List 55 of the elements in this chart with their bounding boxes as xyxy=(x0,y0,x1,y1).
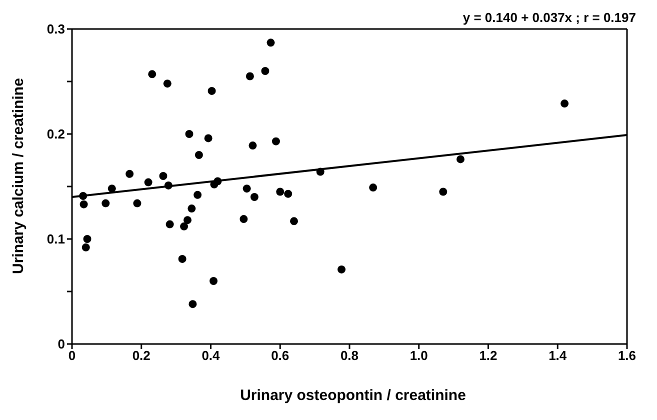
point xyxy=(188,204,196,213)
x-tick-label: 0.4 xyxy=(202,348,221,364)
x-tick-label: 0.2 xyxy=(132,348,150,364)
x-tick-label: 0.6 xyxy=(271,348,290,364)
point xyxy=(144,178,152,186)
point xyxy=(194,190,202,199)
point xyxy=(246,72,254,80)
point xyxy=(126,170,134,178)
x-tick-label: 1.2 xyxy=(479,348,498,364)
point xyxy=(188,300,197,308)
y-tick-label: 0.2 xyxy=(46,126,65,142)
point xyxy=(82,243,90,252)
point xyxy=(369,184,378,192)
point xyxy=(133,199,142,208)
point xyxy=(148,70,156,78)
point xyxy=(242,184,251,193)
point xyxy=(240,215,248,224)
point xyxy=(102,199,110,208)
point xyxy=(178,254,186,263)
point xyxy=(248,142,257,150)
point xyxy=(266,38,275,47)
y-axis-title: Urinary calcium / creatinine xyxy=(10,77,27,276)
x-tick-label: 1.0 xyxy=(410,348,428,364)
point xyxy=(210,277,218,285)
point xyxy=(180,222,188,230)
point xyxy=(83,235,92,243)
point xyxy=(163,80,172,88)
point xyxy=(208,86,216,95)
point xyxy=(80,200,88,208)
x-tick-label: 0.8 xyxy=(340,348,359,364)
point xyxy=(166,220,174,228)
point xyxy=(159,172,168,180)
x-tick-label: 1.4 xyxy=(548,348,568,364)
y-tick-label: 0.3 xyxy=(46,22,65,37)
point xyxy=(439,188,448,196)
point xyxy=(250,193,258,201)
y-tick-label: 0 xyxy=(58,336,65,352)
x-axis-title: Urinary osteopontin / creatinine xyxy=(239,387,467,404)
x-tick-label: 0 xyxy=(68,348,76,364)
text: y = 0.140 + 0.037x ; r = 0.197 xyxy=(462,10,636,25)
point xyxy=(108,184,116,193)
point xyxy=(560,100,569,108)
point xyxy=(284,190,292,198)
point xyxy=(456,155,464,164)
point xyxy=(261,67,270,75)
y-tick-label: 0.1 xyxy=(46,232,65,247)
point xyxy=(276,188,284,196)
point xyxy=(185,130,194,138)
point xyxy=(184,216,192,224)
point xyxy=(272,137,280,146)
x-tick-label: 1.6 xyxy=(618,348,636,364)
point xyxy=(290,217,298,226)
point xyxy=(204,134,212,142)
point xyxy=(338,265,346,274)
point xyxy=(194,151,203,159)
